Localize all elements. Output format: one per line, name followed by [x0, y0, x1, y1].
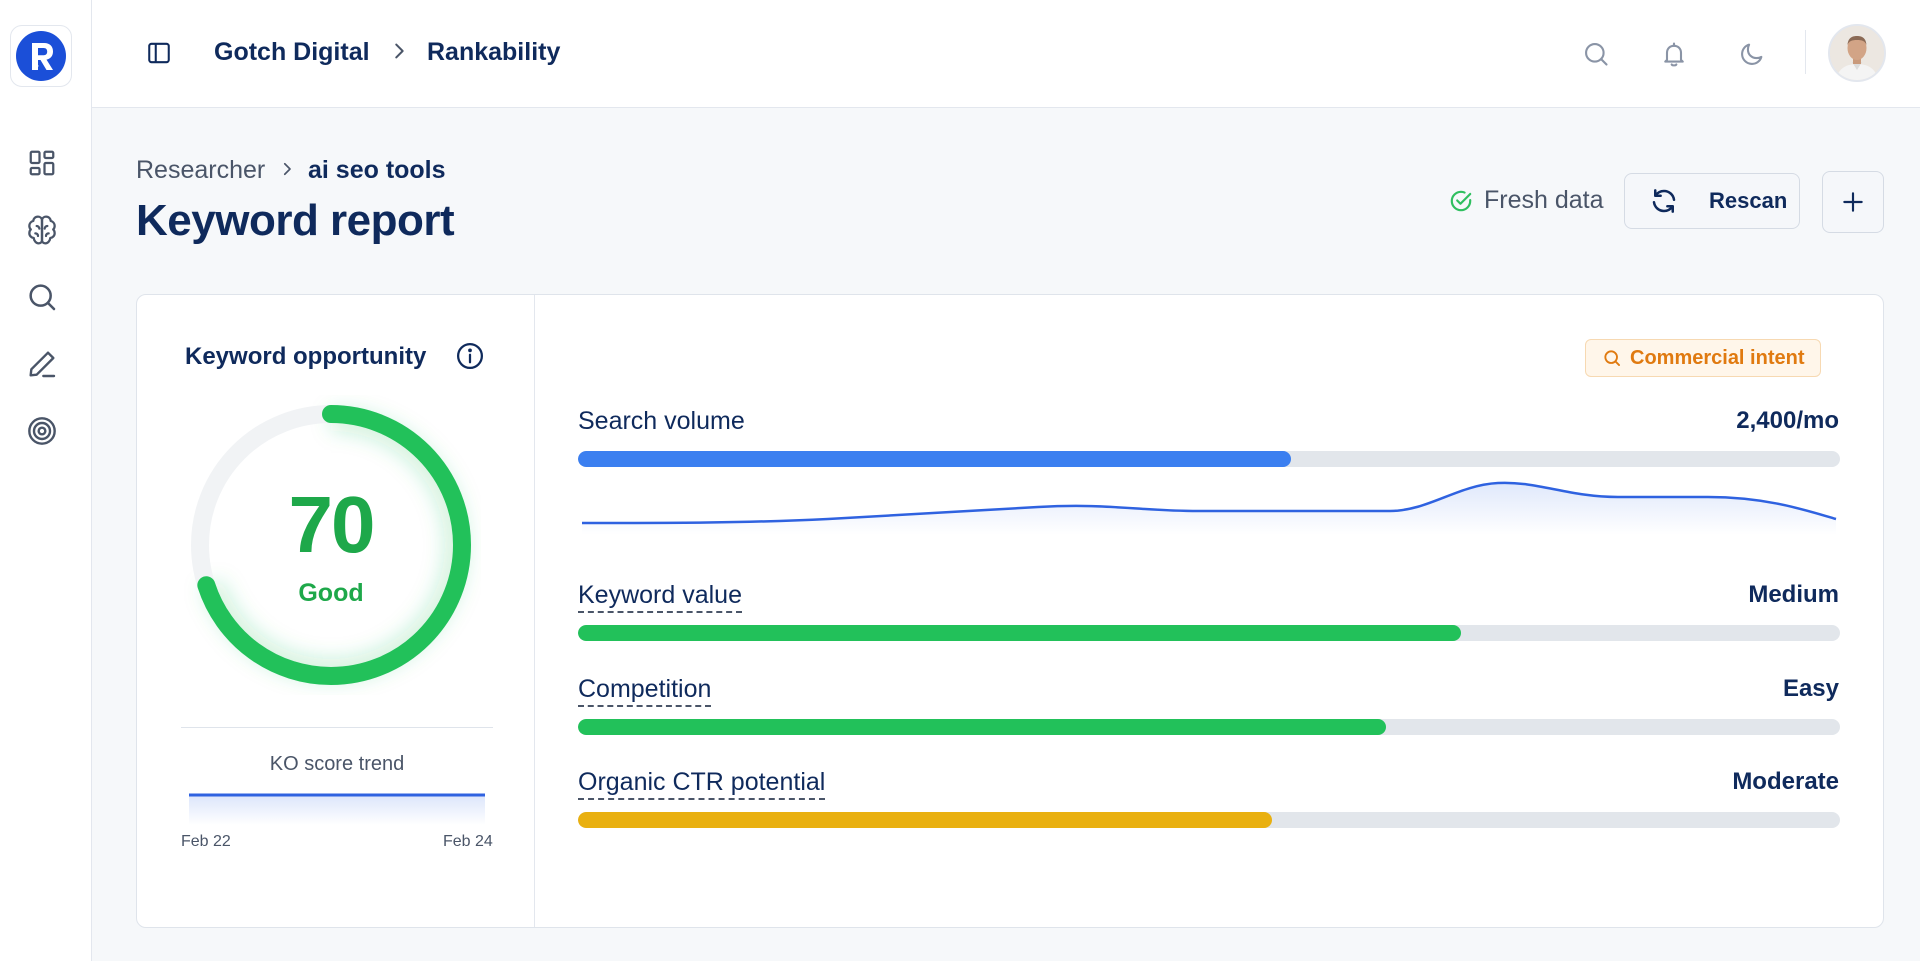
search-volume-trend: [581, 481, 1837, 535]
app-logo[interactable]: [10, 25, 72, 87]
intent-badge: Commercial intent: [1585, 339, 1822, 377]
search-volume-label: Search volume: [578, 407, 745, 435]
keyword-opportunity-title: Keyword opportunity: [185, 343, 427, 370]
rescan-label: Rescan: [1709, 188, 1788, 213]
keyword-value-value: Medium: [1748, 581, 1839, 608]
keyword-value-bar-fill: [578, 625, 1462, 641]
sidebar: [0, 0, 92, 961]
header-divider: [1805, 30, 1806, 74]
bell-icon[interactable]: [1654, 34, 1694, 74]
search-volume-bar-fill: [578, 451, 1292, 467]
ko-score: 70: [288, 480, 376, 569]
fresh-data-status: Fresh data: [1448, 186, 1604, 215]
refresh-icon: [1652, 189, 1676, 213]
competition-bar: [578, 719, 1840, 735]
competition-label[interactable]: Competition: [578, 675, 712, 707]
org-breadcrumb[interactable]: Gotch Digital: [214, 38, 370, 66]
organic-ctr-value: Moderate: [1732, 768, 1839, 795]
organic-ctr-bar: [578, 812, 1840, 828]
check-circle-icon: [1450, 190, 1472, 211]
search-nav-icon[interactable]: [24, 279, 60, 315]
organic-ctr-bar-fill: [578, 812, 1273, 828]
rescan-button[interactable]: Rescan: [1624, 173, 1800, 229]
pen-icon[interactable]: [24, 346, 60, 382]
logo-icon: [16, 31, 66, 81]
search-icon: [1604, 350, 1620, 366]
plus-icon: [1843, 192, 1863, 212]
fresh-data-label: Fresh data: [1484, 186, 1604, 214]
info-icon[interactable]: [455, 341, 485, 371]
breadcrumb-keyword: ai seo tools: [308, 156, 446, 184]
top-bar: Gotch Digital Rankability: [92, 0, 1920, 108]
add-button[interactable]: [1822, 171, 1884, 233]
competition-bar-fill: [578, 719, 1386, 735]
keyword-opportunity-panel: Keyword opportunity 70 Good KO score tre…: [137, 295, 535, 927]
keyword-value-label[interactable]: Keyword value: [578, 581, 742, 613]
search-volume-bar: [578, 451, 1840, 467]
search-icon[interactable]: [1576, 34, 1616, 74]
ko-trend-chart: [189, 793, 485, 825]
ko-trend-title: KO score trend: [269, 753, 405, 775]
project-breadcrumb[interactable]: Rankability: [427, 38, 561, 66]
competition-value: Easy: [1782, 675, 1839, 702]
breadcrumb-researcher[interactable]: Researcher: [136, 156, 266, 184]
organic-ctr-label[interactable]: Organic CTR potential: [578, 768, 826, 800]
keyword-report-card: Keyword opportunity 70 Good KO score tre…: [136, 294, 1884, 928]
panel-divider: [181, 727, 493, 728]
score-gauge: [191, 405, 471, 685]
user-avatar[interactable]: [1828, 24, 1886, 82]
intent-label: Commercial intent: [1630, 346, 1805, 369]
target-icon[interactable]: [24, 413, 60, 449]
trend-start-date: Feb 22: [181, 833, 231, 850]
search-volume-trend-line: [581, 481, 1837, 525]
brain-icon[interactable]: [24, 212, 60, 248]
chevron-right-icon: [278, 160, 296, 183]
chevron-right-icon: [388, 40, 410, 67]
sidebar-toggle-icon[interactable]: [142, 36, 176, 70]
keyword-value-bar: [578, 625, 1840, 641]
ko-rating: Good: [298, 579, 364, 607]
dashboard-icon[interactable]: [24, 145, 60, 181]
moon-icon[interactable]: [1732, 34, 1772, 74]
gauge-arc: [191, 405, 471, 685]
search-volume-value: 2,400/mo: [1736, 407, 1839, 434]
trend-end-date: Feb 24: [443, 833, 493, 850]
page-title: Keyword report: [136, 196, 455, 245]
